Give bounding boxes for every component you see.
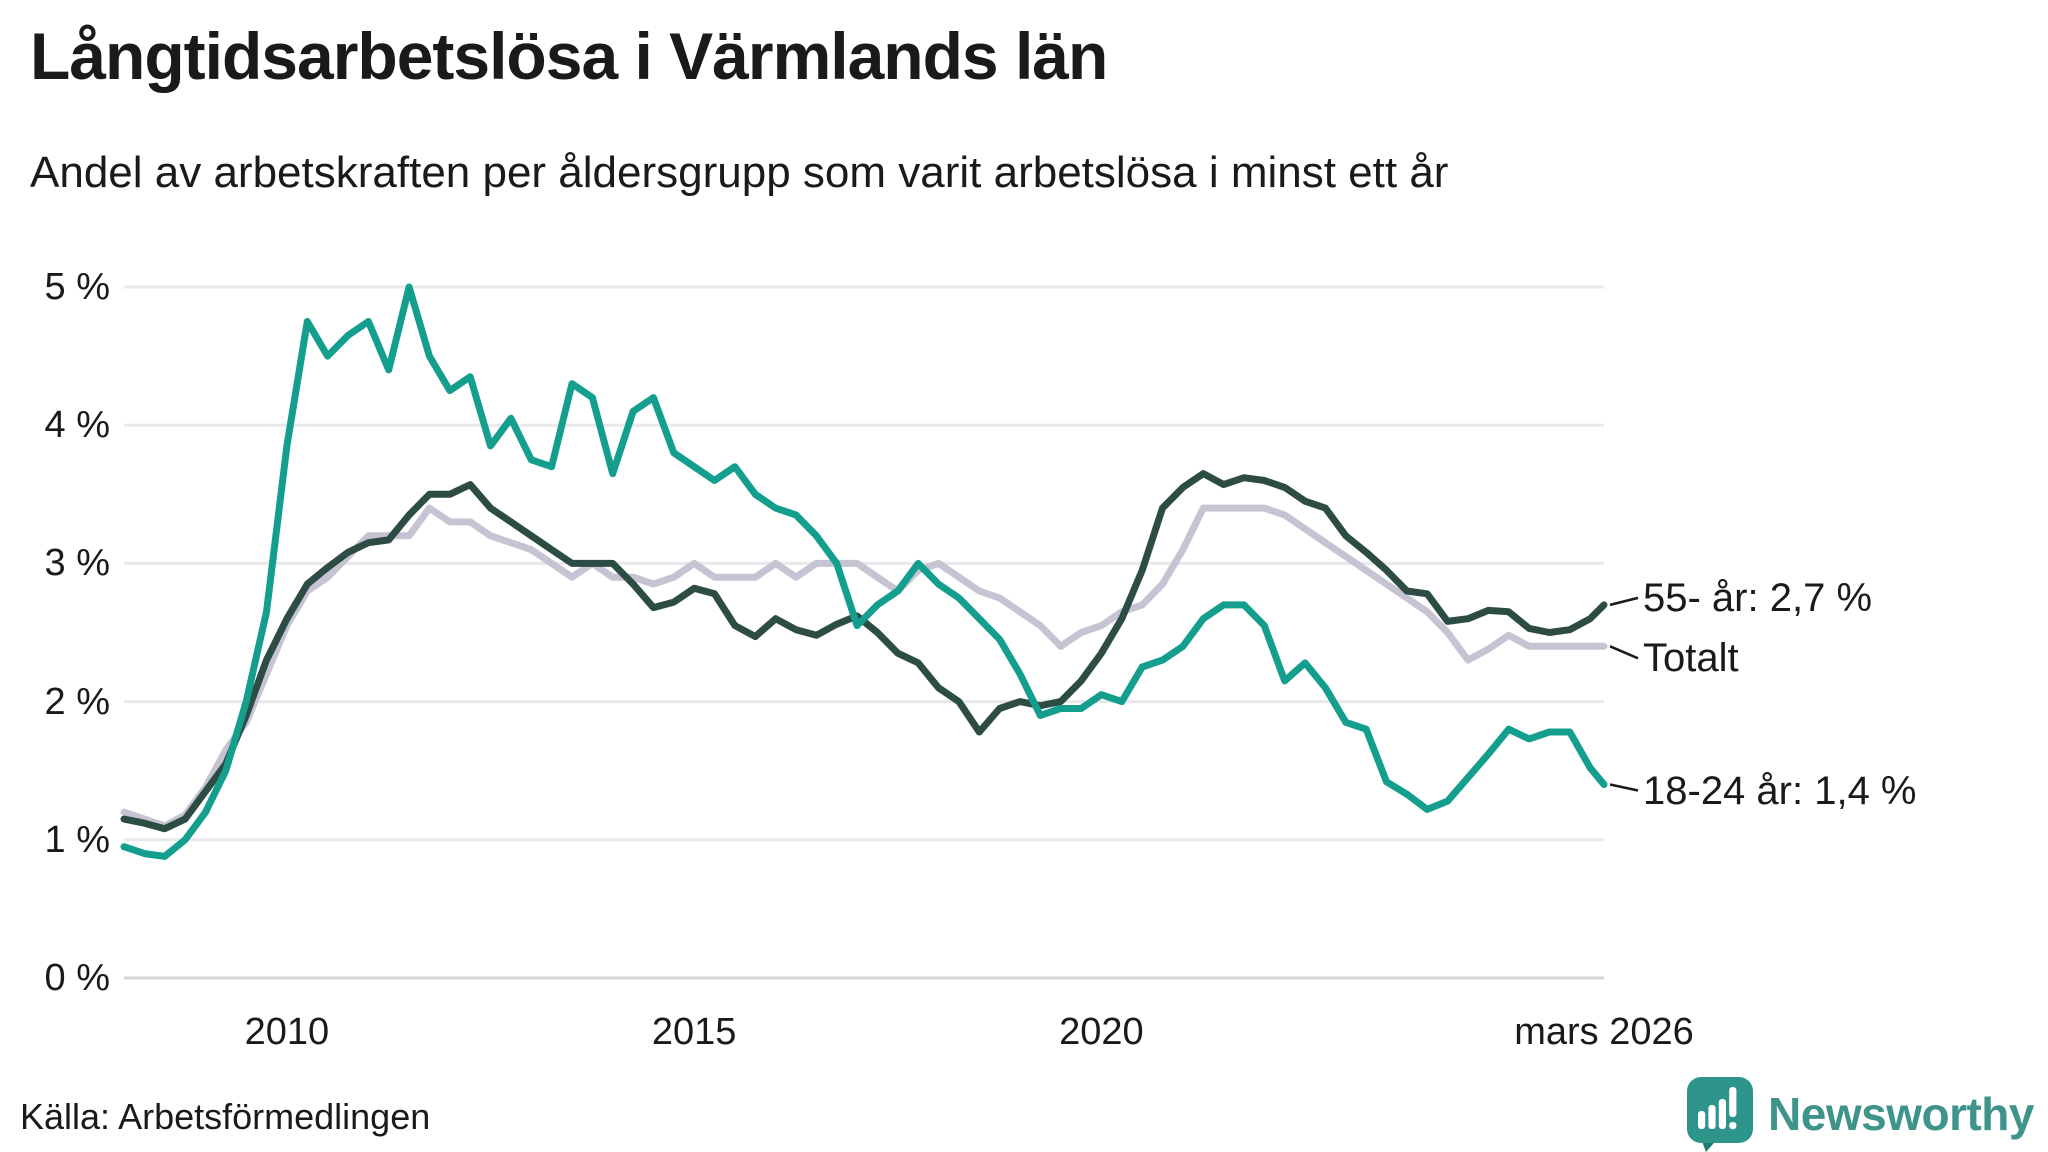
series-line-18-24år xyxy=(120,283,1608,860)
newsworthy-logo: Newsworthy xyxy=(1686,1076,2034,1152)
y-tick-label-0: 0 % xyxy=(44,957,110,999)
y-tick-label-3: 3 % xyxy=(44,542,110,585)
end-label-connector-55-år xyxy=(1609,596,1639,607)
end-label-Totalt: Totalt xyxy=(1643,636,1739,681)
x-tick-label-2015: 2015 xyxy=(651,1011,737,1053)
end-label-connector-Totalt xyxy=(1609,645,1639,660)
page-title: Långtidsarbetslösa i Värmlands län xyxy=(30,19,1108,93)
end-label-55-år: 55- år: 2,7 % xyxy=(1643,575,1873,620)
source-note: Källa: Arbetsförmedlingen xyxy=(20,1096,431,1137)
y-tick-label-1: 1 % xyxy=(44,818,110,861)
series-line-55-år xyxy=(120,470,1608,833)
y-tick-label-5: 5 % xyxy=(44,266,110,308)
x-tick-label-2020: 2020 xyxy=(1059,1011,1144,1053)
x-tick-label-2010: 2010 xyxy=(244,1011,330,1053)
y-tick-label-4: 4 % xyxy=(44,404,110,447)
page-subtitle: Andel av arbetskraften per åldersgrupp s… xyxy=(30,148,1449,197)
end-label-connector-18-24år xyxy=(1609,783,1639,792)
newsworthy-wordmark: Newsworthy xyxy=(1768,1088,2034,1140)
newsworthy-bar-chart-bubble-icon xyxy=(1687,1077,1754,1152)
series-line-Totalt xyxy=(120,504,1608,830)
y-tick-label-2: 2 % xyxy=(44,680,110,723)
end-label-18-24år: 18-24 år: 1,4 % xyxy=(1643,768,1917,813)
x-tick-label-mars-2026: mars 2026 xyxy=(1514,1011,1694,1053)
